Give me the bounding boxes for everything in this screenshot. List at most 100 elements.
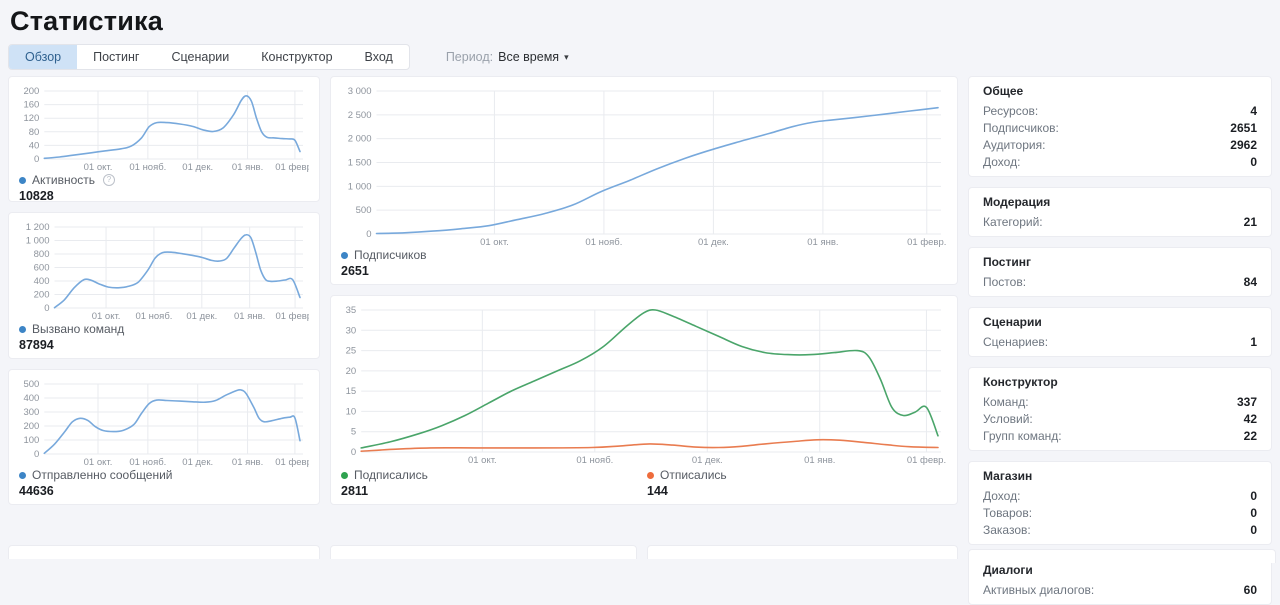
svg-text:01 февр.: 01 февр. — [907, 455, 946, 466]
svg-text:200: 200 — [23, 421, 39, 432]
period-control[interactable]: Период: Все время ▾ — [446, 50, 569, 64]
tab-constructor[interactable]: Конструктор — [261, 49, 333, 64]
svg-text:01 нояб.: 01 нояб. — [576, 455, 613, 466]
stat-row: Групп команд: 22 — [983, 430, 1257, 443]
svg-text:1 500: 1 500 — [348, 158, 372, 169]
chart-total: 2651 — [341, 264, 369, 278]
stat-label: Заказов: — [983, 523, 1031, 537]
legend-dot-icon — [341, 471, 348, 479]
tab-scenarios[interactable]: Сценарии — [171, 49, 230, 64]
chevron-down-icon: ▾ — [564, 51, 569, 62]
chart-card-activity: 0 40 80 120 160 200 01 окт. 01 нояб. 01 дек. 01 я… — [8, 76, 320, 202]
stat-label: Аудитория: — [983, 138, 1046, 152]
subs-unsubs-chart: 0 5 10 15 20 25 30 35 01 окт. 01 нояб. 01 дек. 01 я… — [346, 305, 946, 466]
period-label: Период: — [445, 49, 494, 64]
stat-label: Доход: — [983, 155, 1021, 169]
svg-text:80: 80 — [29, 127, 40, 138]
legend-subscribers: Подписчиков — [341, 248, 947, 262]
svg-text:400: 400 — [34, 276, 50, 287]
panel-shop: Магазин Доход: 0 Товаров: 0 Заказов: 0 — [968, 461, 1272, 545]
stat-value: 337 — [1236, 395, 1257, 409]
stat-value: 84 — [1243, 275, 1257, 289]
svg-text:600: 600 — [34, 263, 50, 274]
svg-text:120: 120 — [23, 113, 39, 124]
stat-value: 0 — [1250, 523, 1257, 537]
stat-row: Команд: 337 — [983, 396, 1257, 409]
svg-text:0: 0 — [351, 447, 356, 458]
tab-posting[interactable]: Постинг — [93, 49, 140, 64]
svg-text:800: 800 — [34, 249, 50, 260]
left-column: 0 40 80 120 160 200 01 окт. 01 нояб. 01 дек. 01 я… — [8, 76, 320, 505]
legend-subscribed: Подписались 2811 — [341, 468, 428, 499]
svg-text:01 февр.: 01 февр. — [275, 457, 309, 468]
cutoff-card — [968, 549, 1276, 563]
messages-chart: 0 100 200 300 400 500 01 окт. 01 нояб. 01 дек. 01… — [23, 379, 309, 468]
stat-row: Постов: 84 — [983, 276, 1257, 289]
svg-text:01 янв.: 01 янв. — [804, 455, 835, 466]
cutoff-card — [330, 545, 637, 559]
svg-text:200: 200 — [34, 290, 50, 301]
svg-text:300: 300 — [23, 407, 39, 418]
panel-title: Конструктор — [983, 375, 1058, 389]
svg-text:01 нояб.: 01 нояб. — [135, 311, 172, 322]
stat-value: 2651 — [1230, 121, 1257, 135]
stat-row: Условий: 42 — [983, 413, 1257, 426]
cutoff-card — [647, 545, 958, 559]
stat-value: 22 — [1243, 429, 1257, 443]
svg-text:5: 5 — [351, 427, 356, 438]
svg-text:15: 15 — [346, 386, 357, 397]
tab-login[interactable]: Вход — [364, 49, 393, 64]
chart-card-commands: 0 200 400 600 800 1 000 1 200 01 окт. 01 нояб. 01… — [8, 212, 320, 359]
tab-bar: Обзор Постинг Сценарии Конструктор Вход — [8, 43, 410, 70]
tab-overview[interactable]: Обзор — [9, 44, 78, 69]
svg-text:0: 0 — [34, 154, 39, 165]
legend-dot-icon — [19, 176, 26, 184]
legend-dot-icon — [19, 325, 26, 333]
svg-text:2 000: 2 000 — [348, 134, 372, 145]
stat-value: 42 — [1243, 412, 1257, 426]
panel-title: Модерация — [983, 195, 1051, 209]
svg-text:400: 400 — [23, 393, 39, 404]
panel-posting: Постинг Постов: 84 — [968, 247, 1272, 297]
stat-label: Сценариев: — [983, 335, 1049, 349]
legend-row: Подписались 2811 Отписались 144 — [341, 468, 947, 500]
stat-row: Товаров: 0 — [983, 507, 1257, 520]
svg-text:0: 0 — [34, 449, 39, 460]
legend-label: Активность — [32, 173, 96, 187]
legend-commands: Вызвано команд — [19, 322, 309, 336]
legend-dot-icon — [341, 251, 348, 259]
stat-row: Категорий: 21 — [983, 216, 1257, 229]
svg-text:01 дек.: 01 дек. — [692, 455, 723, 466]
info-icon[interactable]: ? — [103, 174, 116, 186]
stat-value: 21 — [1243, 215, 1257, 229]
stat-row: Доход: 0 — [983, 156, 1257, 169]
svg-text:01 окт.: 01 окт. — [92, 311, 121, 322]
svg-text:01 февр.: 01 февр. — [907, 237, 946, 248]
svg-text:100: 100 — [23, 435, 39, 446]
svg-text:01 нояб.: 01 нояб. — [129, 162, 166, 173]
svg-text:200: 200 — [23, 86, 39, 97]
legend-dot-icon — [647, 471, 655, 479]
stat-label: Подписчиков: — [983, 121, 1059, 135]
svg-text:500: 500 — [23, 379, 39, 390]
panel-moderation: Модерация Категорий: 21 — [968, 187, 1272, 237]
content: 0 40 80 120 160 200 01 окт. 01 нояб. 01 дек. 01 я… — [0, 69, 1280, 605]
stat-row: Заказов: 0 — [983, 524, 1257, 537]
stat-row: Сценариев: 1 — [983, 336, 1257, 349]
svg-text:01 янв.: 01 янв. — [234, 311, 265, 322]
stat-row: Подписчиков: 2651 — [983, 122, 1257, 135]
svg-text:1 000: 1 000 — [348, 181, 372, 192]
legend-label: Отписались — [660, 468, 727, 482]
chart-card-subscribers: 0 500 1 000 1 500 2 000 2 500 3 000 01 окт. 01 н… — [330, 76, 958, 285]
svg-text:0: 0 — [366, 229, 371, 240]
legend-unsubscribed: Отписались 144 — [647, 468, 727, 499]
svg-text:01 дек.: 01 дек. — [186, 311, 217, 322]
stat-row: Ресурсов: 4 — [983, 105, 1257, 118]
stat-label: Постов: — [983, 275, 1027, 289]
svg-text:01 нояб.: 01 нояб. — [585, 237, 622, 248]
stat-row: Доход: 0 — [983, 490, 1257, 503]
stat-value: 0 — [1250, 155, 1257, 169]
chart-total: 44636 — [19, 484, 54, 498]
panel-scenarios: Сценарии Сценариев: 1 — [968, 307, 1272, 357]
svg-text:25: 25 — [346, 346, 357, 357]
